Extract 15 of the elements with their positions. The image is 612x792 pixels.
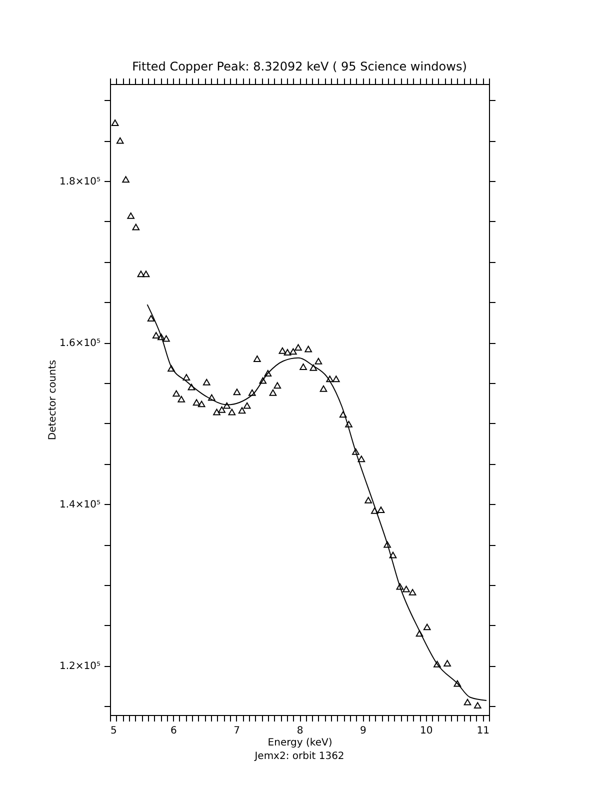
- x-tick-label: 10: [420, 726, 433, 736]
- y-tick-label: 1.8×10⁵: [59, 176, 100, 188]
- x-tick-label: 11: [476, 726, 490, 736]
- x-tick-label: 9: [360, 726, 366, 736]
- y-tick-label: 1.4×10⁵: [59, 500, 100, 511]
- x-tick-label: 5: [110, 726, 117, 736]
- text: Jemx2: orbit 1362: [254, 751, 344, 762]
- x-tick-label: 8: [296, 726, 304, 736]
- y-axis-title: Detector counts: [47, 360, 58, 440]
- x-axis-title: Energy (keV): [268, 738, 332, 748]
- x-tick-label: 6: [170, 726, 177, 736]
- chart-title: Fitted Copper Peak: 8.32092 keV ( 95 Science windows): [132, 60, 467, 74]
- x-tick-label: 7: [234, 726, 240, 736]
- y-tick-label: 1.6×10⁵: [59, 338, 100, 350]
- y-tick-label: 1.2×10⁵: [59, 661, 100, 672]
